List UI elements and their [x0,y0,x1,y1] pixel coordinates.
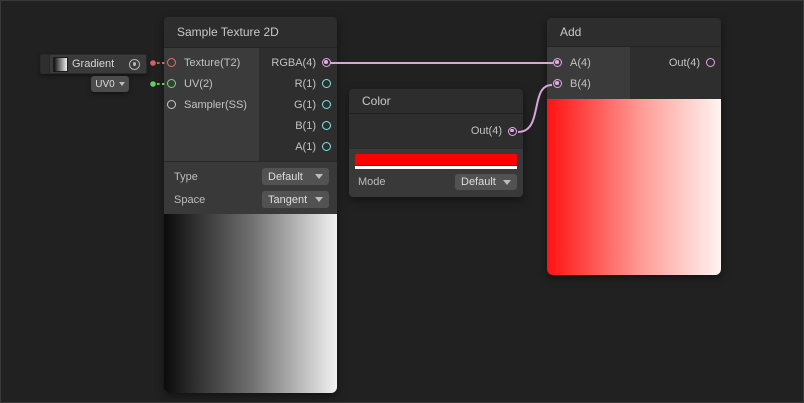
r-output-port[interactable] [322,79,331,88]
node-header[interactable]: Sample Texture 2D [164,17,337,48]
add-output-port[interactable] [706,58,715,67]
field-label: Space [174,193,206,206]
b-input-port[interactable] [553,79,562,88]
dropdown-caret-icon [118,82,125,86]
port-row: UV(2) [164,73,259,94]
texture-input-port[interactable] [167,58,176,67]
a-input-port[interactable] [553,58,562,67]
node-header[interactable]: Color [349,89,523,114]
uv-channel-dropdown[interactable]: UV0 [91,76,129,92]
field-row: Space Tangent [174,188,329,211]
port-row: B(1) [259,115,331,136]
port-label: A(1) [295,140,316,153]
gradient-texture-thumbnail[interactable] [53,56,68,72]
node-preview-red-gradient [547,99,721,275]
uv-channel-label: UV0 [95,78,115,90]
field-label: Type [174,170,198,183]
type-dropdown-value: Default [268,170,303,183]
port-row: R(1) [259,73,331,94]
port-label: G(1) [294,98,316,111]
property-drag-handle[interactable] [41,55,50,73]
a-output-port[interactable] [322,142,331,151]
port-label: R(1) [294,77,316,90]
dropdown-caret-icon [315,197,323,202]
uv0-output-dot[interactable] [150,81,156,87]
field-label: Mode [358,176,386,188]
port-row: A(1) [259,136,331,157]
port-label: A(4) [570,56,591,69]
port-row: Texture(T2) [164,52,259,73]
node-title: Sample Texture 2D [177,25,279,39]
node-title: Color [362,94,391,108]
mode-dropdown[interactable]: Default [455,174,517,190]
gradient-property-node[interactable]: Gradient [40,54,147,74]
node-settings-section: Type Default Space Tangent [164,161,337,214]
node-title: Add [560,25,582,39]
port-label: Sampler(SS) [184,98,247,111]
space-dropdown[interactable]: Tangent [262,191,329,208]
input-ports-column: Texture(T2) UV(2) Sampler(SS) [164,48,259,161]
port-label: B(4) [570,77,591,90]
port-row: RGBA(4) [259,52,331,73]
add-node[interactable]: Add A(4) B(4) Out(4) [547,18,721,275]
dropdown-caret-icon [503,179,511,185]
port-row: Out(4) [630,52,715,73]
port-label: Texture(T2) [184,56,241,69]
port-row: Out(4) [349,114,523,148]
port-label: Out(4) [470,125,502,137]
alpha-bar [355,166,517,169]
rgba-output-port[interactable] [322,58,331,67]
property-label: Gradient [72,58,115,70]
node-preview-gradient [164,214,337,393]
node-settings-section: Mode Default [349,148,523,197]
input-ports-column: A(4) B(4) [547,47,630,99]
port-label: UV(2) [184,77,213,90]
color-output-port[interactable] [508,126,517,136]
sample-texture-2d-node[interactable]: Sample Texture 2D Texture(T2) UV(2) Samp… [164,17,337,393]
g-output-port[interactable] [322,100,331,109]
output-ports-column: Out(4) [630,47,721,99]
sampler-input-port[interactable] [167,100,176,109]
color-swatch[interactable] [355,154,517,165]
uv-input-port[interactable] [167,79,176,88]
port-row: Sampler(SS) [164,94,259,115]
exposed-property-icon[interactable] [129,58,140,70]
dropdown-caret-icon [315,174,323,179]
port-row: B(4) [547,73,630,94]
field-row: Mode Default [355,171,517,193]
gradient-output-dot[interactable] [150,60,156,66]
field-row: Type Default [174,165,329,188]
type-dropdown[interactable]: Default [262,168,329,185]
mode-dropdown-value: Default [461,176,496,188]
color-node[interactable]: Color Out(4) Mode Default [349,89,523,197]
b-output-port[interactable] [322,121,331,130]
ports-section: Texture(T2) UV(2) Sampler(SS) RGBA(4) R(… [164,48,337,161]
port-label: B(1) [295,119,316,132]
node-header[interactable]: Add [547,18,721,47]
space-dropdown-value: Tangent [268,193,308,206]
ports-section: A(4) B(4) Out(4) [547,47,721,99]
port-row: A(4) [547,52,630,73]
port-row: G(1) [259,94,331,115]
port-label: RGBA(4) [271,56,316,69]
port-label: Out(4) [668,56,700,69]
output-ports-column: RGBA(4) R(1) G(1) B(1) A(1) [259,48,337,161]
